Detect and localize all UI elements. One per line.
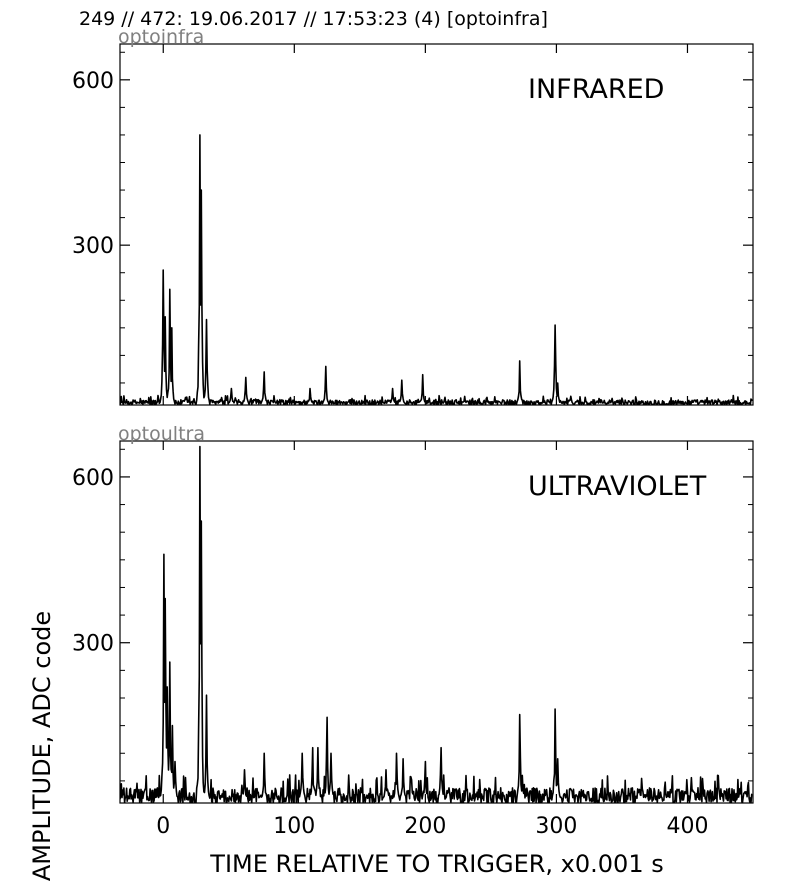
y-axis-label: AMPLITUDE, ADC code xyxy=(28,611,56,881)
panel-title: INFRARED xyxy=(528,74,664,105)
x-tick-label: 400 xyxy=(666,814,708,839)
y-tick-label: 300 xyxy=(72,632,114,657)
x-axis-label: TIME RELATIVE TO TRIGGER, x0.001 s xyxy=(209,850,663,878)
series-line xyxy=(120,445,753,803)
y-tick-label: 600 xyxy=(72,466,114,491)
panel-tag: optoultra xyxy=(118,423,205,445)
plot-frame xyxy=(119,43,754,406)
x-tick-label: 300 xyxy=(535,814,577,839)
panel-tag: optoinfra xyxy=(118,26,204,48)
x-tick-label: 200 xyxy=(404,814,446,839)
x-tick-label: 0 xyxy=(156,814,170,839)
plot-frame xyxy=(119,440,754,804)
y-tick-label: 600 xyxy=(72,69,114,94)
y-tick-label: 300 xyxy=(72,234,114,259)
x-tick-label: 100 xyxy=(273,814,315,839)
header-title: 249 // 472: 19.06.2017 // 17:53:23 (4) [… xyxy=(79,8,548,30)
series-line xyxy=(120,134,753,405)
panel-title: ULTRAVIOLET xyxy=(528,471,707,502)
